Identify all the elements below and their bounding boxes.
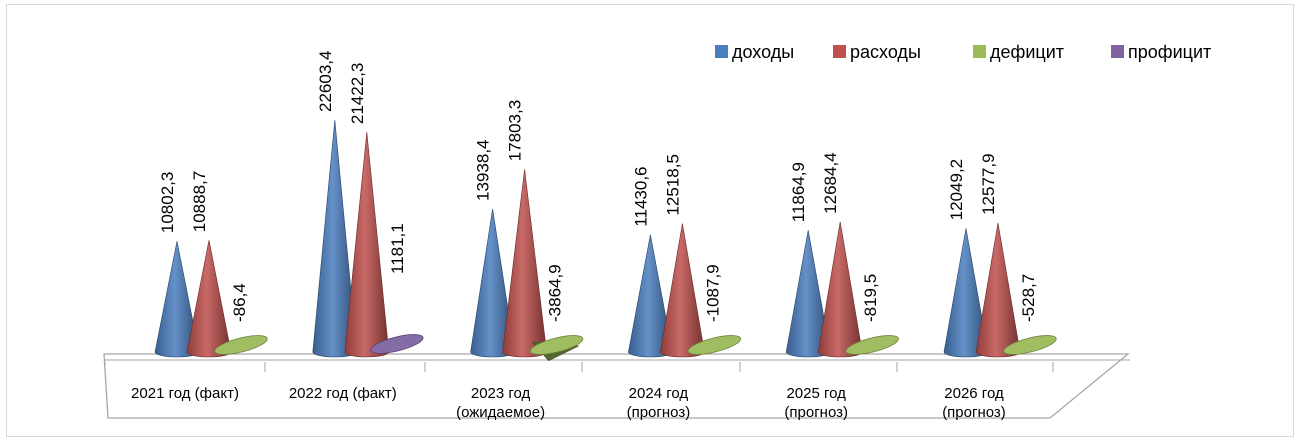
data-label-доходы: 11430,6	[631, 166, 650, 226]
data-label-расходы: 12577,9	[979, 153, 998, 214]
cone-расходы	[186, 240, 232, 358]
category-label: 2021 год (факт)	[131, 385, 239, 402]
legend-swatch-дефицит	[973, 45, 986, 58]
cone-body	[660, 223, 705, 358]
disc-дефицит	[845, 335, 899, 355]
legend-label-расходы: расходы	[850, 42, 921, 62]
disc-дефицит	[214, 335, 268, 355]
cone-body	[502, 169, 547, 358]
legend-swatch-профицит	[1111, 45, 1124, 58]
legend-label-профицит: профицит	[1128, 42, 1211, 62]
legend-label-доходы: доходы	[732, 42, 794, 62]
data-label-доходы: 13938,4	[474, 139, 493, 200]
cone-расходы	[817, 221, 863, 358]
category-label: 2026 год	[944, 385, 1004, 402]
legend-swatch-доходы	[715, 45, 728, 58]
data-label-доходы: 10802,3	[158, 172, 177, 233]
cone-body	[817, 221, 863, 358]
cone-body	[975, 222, 1021, 358]
data-label-дефицит: -819,5	[861, 274, 880, 322]
data-label-дефицит: -528,7	[1019, 274, 1038, 322]
legend-label-дефицит: дефицит	[990, 42, 1064, 62]
disc-дефицит	[529, 335, 584, 355]
data-label-расходы: 10888,7	[190, 171, 209, 232]
legend-swatch-расходы	[833, 45, 846, 58]
category-label: (прогноз)	[627, 404, 691, 421]
category-label: (прогноз)	[784, 404, 848, 421]
category-label: 2023 год	[471, 385, 531, 402]
cone-расходы	[975, 222, 1021, 358]
category-label: 2024 год	[629, 385, 689, 402]
floor-plane	[103, 353, 1130, 419]
data-label-доходы: 12049,2	[947, 159, 966, 220]
category-label: 2022 год (факт)	[289, 385, 397, 402]
data-label-доходы: 11864,9	[789, 162, 808, 222]
data-label-расходы: 12684,4	[821, 152, 840, 213]
data-label-профицит: 1181,1	[388, 223, 407, 274]
category-label: (прогноз)	[942, 404, 1006, 421]
disc-дефицит	[687, 335, 742, 355]
data-label-дефицит: -1087,9	[703, 264, 722, 322]
cone-расходы	[344, 132, 390, 358]
data-label-дефицит: -86,4	[230, 283, 249, 322]
category-label: (ожидаемое)	[456, 404, 545, 421]
cone-расходы	[502, 169, 547, 358]
data-label-доходы: 22603,4	[316, 51, 335, 112]
cone-body	[344, 132, 390, 358]
cone-body	[186, 240, 232, 358]
category-label: 2025 год	[786, 385, 846, 402]
data-label-расходы: 17803,3	[506, 100, 525, 161]
data-label-дефицит: -3864,9	[546, 264, 565, 322]
data-label-расходы: 12518,5	[663, 154, 682, 215]
disc-профицит	[370, 334, 424, 354]
data-label-расходы: 21422,3	[348, 63, 367, 124]
cone-расходы	[660, 223, 705, 358]
disc-дефицит	[1003, 335, 1057, 355]
